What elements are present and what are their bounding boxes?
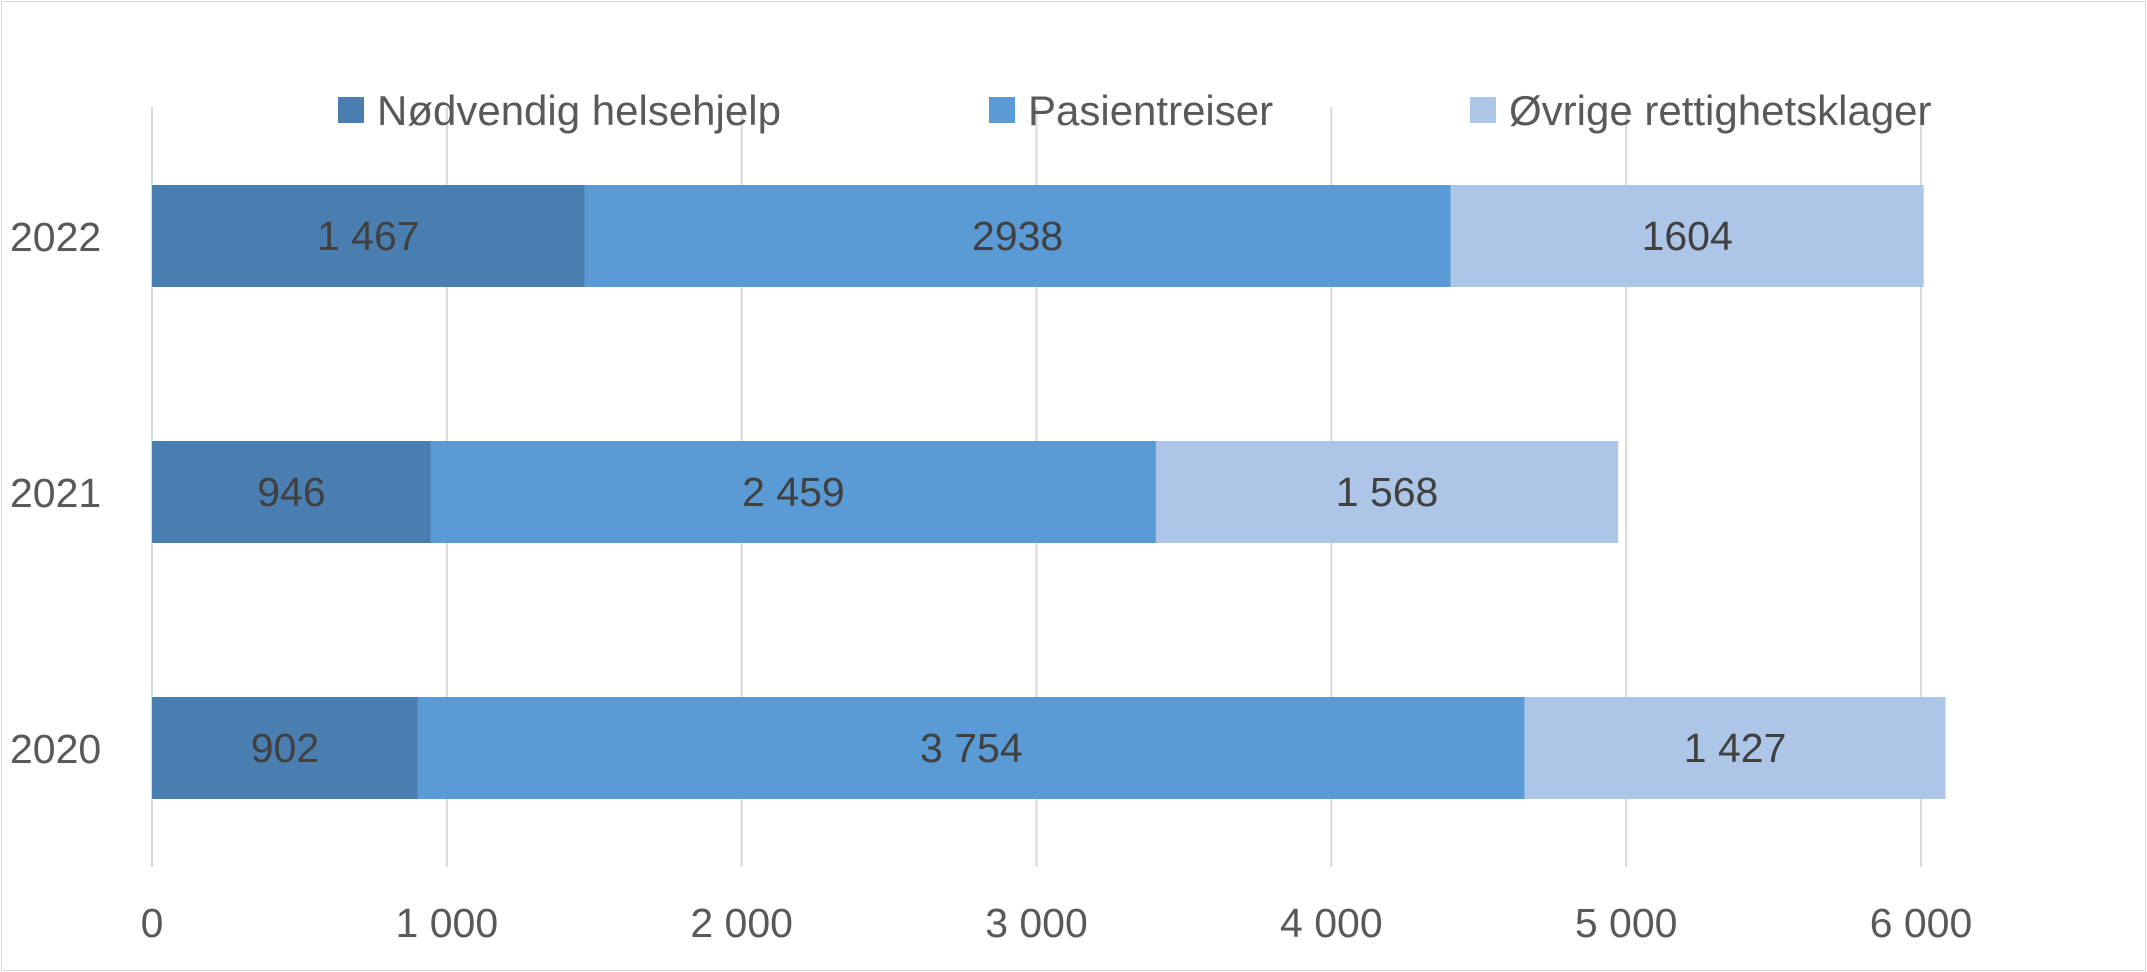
data-label-2020-series-3: 1 427 xyxy=(1684,725,1787,771)
legend-label-1: Nødvendig helsehjelp xyxy=(377,87,781,134)
x-tick-label-2000: 2 000 xyxy=(690,900,793,946)
x-tick-label-1000: 1 000 xyxy=(396,900,499,946)
legend-label-3: Øvrige rettighetsklager xyxy=(1509,87,1932,134)
legend-swatch-2 xyxy=(989,97,1015,123)
data-label-2020-series-1: 902 xyxy=(251,725,319,771)
bars xyxy=(152,185,1946,799)
data-label-2021-series-3: 1 568 xyxy=(1336,469,1439,515)
y-tick-label-2020: 2020 xyxy=(10,726,101,772)
bar-2022-series-2 xyxy=(584,185,1451,287)
data-label-2020-series-2: 3 754 xyxy=(920,725,1023,771)
x-tick-label-5000: 5 000 xyxy=(1575,900,1678,946)
x-tick-label-0: 0 xyxy=(141,900,164,946)
legend-swatch-1 xyxy=(338,97,364,123)
data-label-2022-series-1: 1 467 xyxy=(317,213,420,259)
axes: 0 1 000 2 000 3 000 4 000 5 000 6 000 2022 2021 2… xyxy=(10,214,1972,946)
data-labels: 1 467 2938 1604 946 2 459 1 568 902 3 754 1 427 xyxy=(251,213,1787,771)
bar-2022-series-1 xyxy=(152,185,585,287)
data-label-2022-series-3: 1604 xyxy=(1642,213,1733,259)
data-label-2021-series-2: 2 459 xyxy=(742,469,845,515)
bar-2021-series-1 xyxy=(152,441,431,543)
legend-label-2: Pasientreiser xyxy=(1028,87,1273,134)
bar-2020-series-1 xyxy=(152,697,418,799)
y-tick-label-2021: 2021 xyxy=(10,470,101,516)
legend: Nødvendig helsehjelp Pasientreiser Øvrige … xyxy=(338,87,1932,134)
bar-2020-series-2 xyxy=(417,697,1525,799)
x-tick-label-4000: 4 000 xyxy=(1280,900,1383,946)
data-label-2021-series-1: 946 xyxy=(257,469,325,515)
y-tick-label-2022: 2022 xyxy=(10,214,101,260)
data-label-2022-series-2: 2938 xyxy=(972,213,1063,259)
bar-2020-series-3 xyxy=(1524,697,1946,799)
x-tick-label-6000: 6 000 xyxy=(1870,900,1973,946)
bar-2022-series-3 xyxy=(1450,185,1924,287)
bar-2021-series-2 xyxy=(430,441,1156,543)
x-tick-label-3000: 3 000 xyxy=(985,900,1088,946)
bar-2021-series-3 xyxy=(1155,441,1619,543)
legend-swatch-3 xyxy=(1470,97,1496,123)
